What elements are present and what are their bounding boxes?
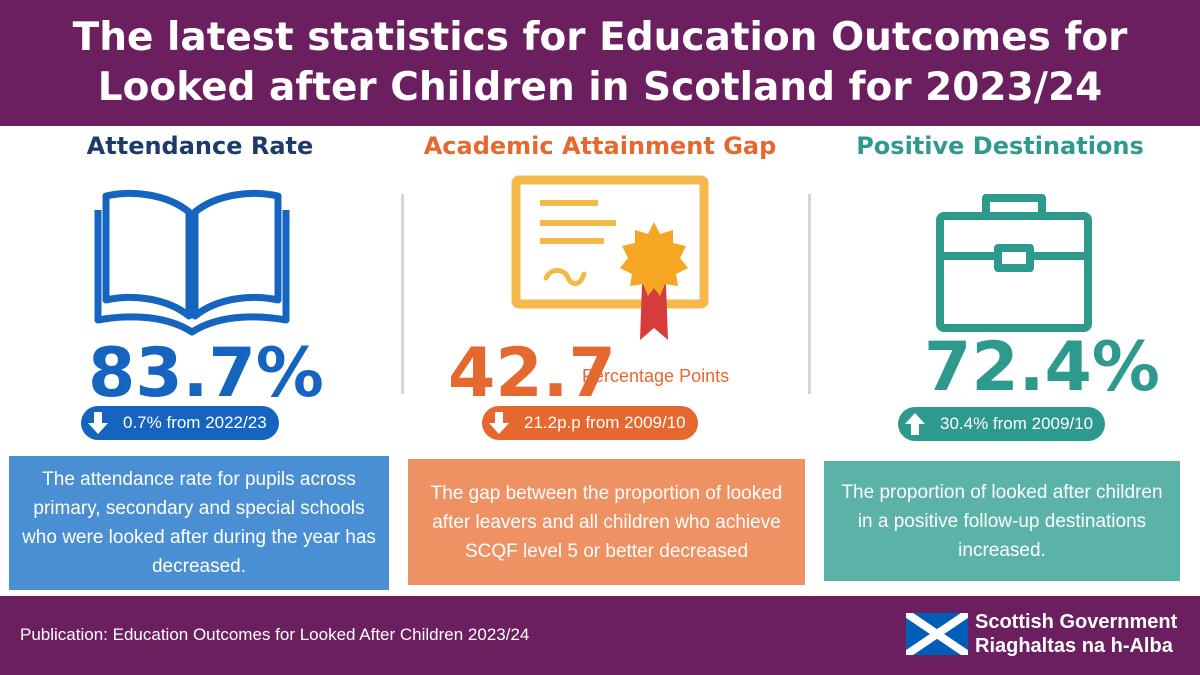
scottish-government-logo: Scottish Government Riaghaltas na h-Alba [975, 610, 1177, 658]
attendance-change-text: 0.7% from 2022/23 [123, 413, 267, 432]
logo-line-gaelic: Riaghaltas na h-Alba [975, 635, 1173, 657]
destinations-title: Positive Destinations [856, 132, 1144, 160]
open-book-icon [94, 189, 290, 336]
destinations-change-text: 30.4% from 2009/10 [940, 414, 1094, 433]
attendance-change-badge: 0.7% from 2022/23 [81, 406, 279, 440]
column-divider-right [808, 194, 811, 394]
column-divider-left [401, 194, 404, 394]
publication-text: Publication: Education Outcomes for Look… [20, 625, 530, 644]
arrow-up-icon [898, 407, 932, 441]
attendance-panel: Attendance Rate 83.7% 0.7% from 2022/23 … [0, 126, 400, 596]
destinations-panel: Positive Destinations 72.4% 30.4% from 2… [800, 126, 1200, 596]
page-title: The latest statistics for Education Outc… [72, 15, 1128, 110]
destinations-value: 72.4% [924, 328, 1160, 407]
destinations-description: The proportion of looked after children … [824, 461, 1180, 581]
attendance-title: Attendance Rate [86, 132, 314, 160]
certificate-icon [511, 175, 709, 340]
attainment-change-text: 21.2p.p from 2009/10 [524, 413, 686, 432]
attainment-description: The gap between the proportion of looked… [408, 459, 805, 585]
logo-line-english: Scottish Government [975, 611, 1178, 633]
saltire-flag-icon [906, 613, 968, 655]
footer-bar: Publication: Education Outcomes for Look… [0, 596, 1200, 675]
attainment-change-badge: 21.2p.p from 2009/10 [482, 406, 698, 440]
attainment-value: 42.7 [448, 334, 616, 413]
briefcase-icon [936, 194, 1092, 332]
attainment-panel: Academic Attainment Gap 42.7 Percentage … [400, 126, 805, 596]
attainment-unit: Percentage Points [582, 366, 730, 386]
destinations-change-badge: 30.4% from 2009/10 [898, 407, 1106, 441]
attendance-description: The attendance rate for pupils across pr… [9, 456, 389, 590]
attainment-title: Academic Attainment Gap [423, 132, 777, 160]
arrow-down-icon [482, 406, 516, 440]
attendance-value: 83.7% [88, 334, 324, 413]
header-banner: The latest statistics for Education Outc… [0, 0, 1200, 126]
arrow-down-icon [81, 406, 115, 440]
